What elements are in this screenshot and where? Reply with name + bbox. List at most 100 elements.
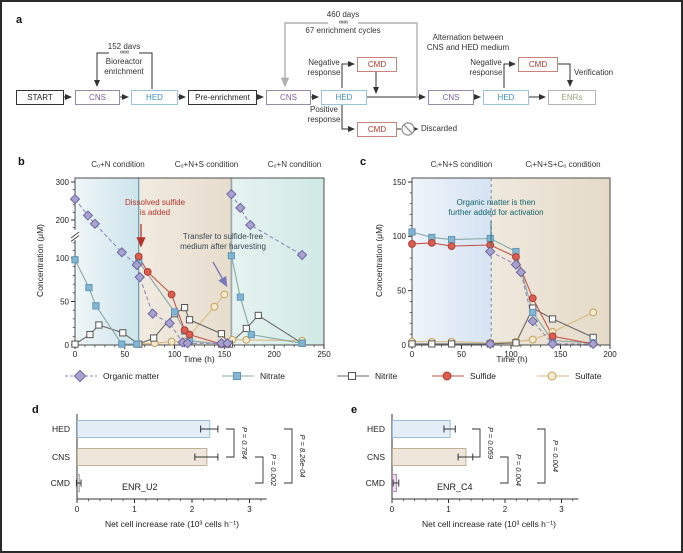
svg-text:150: 150 — [218, 350, 232, 359]
repeat-chevrons-icon: ««« — [109, 49, 139, 57]
legend-item-sulfide: Sulfide — [431, 370, 496, 382]
svg-text:0: 0 — [75, 505, 80, 514]
svg-text:50: 50 — [60, 297, 69, 306]
svg-text:ENR_U2: ENR_U2 — [122, 482, 158, 492]
bar-charts: 0 1 2 3 HED CNS CMD ENR_U2 P = 0.784 P = 0.002 P =… — [51, 414, 579, 514]
label-positive-line1: Positive — [309, 105, 338, 114]
annotation-organic-added: Organic matter is then further added for… — [426, 198, 566, 217]
annotation-transfer: Transfer to sulfide-free medium after ha… — [159, 232, 287, 251]
svg-text:50: 50 — [457, 350, 466, 359]
flow-box-pre-enrichment: Pre-enrichment — [188, 90, 257, 105]
transfer-arrow — [212, 261, 228, 288]
condition-label-b3: Cₒ+N condition — [267, 160, 322, 169]
legend-item-nitrite: Nitrite — [336, 370, 397, 382]
annotation-line: Dissolved sulfide — [124, 198, 186, 207]
annotation-sulfide-added: Dissolved sulfide is added — [106, 198, 204, 217]
svg-text:100: 100 — [56, 254, 70, 263]
condition-label-c2: Cᵢ+N+S+Cₒ condition — [525, 160, 601, 169]
svg-text:CMD: CMD — [51, 478, 70, 488]
sulfide-marker-icon — [432, 371, 464, 381]
svg-text:P = 0.004: P = 0.004 — [514, 454, 523, 486]
panel-label-b: b — [18, 156, 25, 168]
condition-label-b2: Cₒ+N+S condition — [174, 160, 239, 169]
annotation-line: Transfer to sulfide-free — [182, 232, 264, 241]
label-alternation-line1: Alternation between — [432, 33, 504, 42]
label-460-days: 460 days — [326, 10, 360, 19]
b-y-axis-title: Concentration (μM) — [35, 224, 45, 297]
c-x-axis-title: Time (h) — [496, 354, 528, 364]
legend-label: Nitrite — [375, 371, 398, 381]
label-negative-response-1: Negative response — [299, 58, 349, 78]
panel-label-a: a — [16, 14, 23, 26]
svg-text:200: 200 — [268, 350, 282, 359]
svg-text:0: 0 — [73, 350, 78, 359]
annotation-line: is added — [139, 207, 171, 217]
flow-box-cns-2: CNS — [266, 90, 311, 105]
svg-text:150: 150 — [393, 178, 407, 187]
annotation-line: medium after harvesting — [180, 241, 266, 251]
svg-text:P = 0.002: P = 0.002 — [269, 454, 278, 487]
nitrate-marker-icon — [222, 372, 254, 380]
legend-label: Sulfide — [470, 371, 496, 381]
legend-item-sulfate: Sulfate — [536, 370, 601, 382]
svg-text:P = 0.784: P = 0.784 — [240, 427, 249, 459]
nitrite-marker-icon — [337, 372, 369, 380]
label-152-days: 152 days — [107, 42, 141, 51]
svg-text:150: 150 — [554, 350, 568, 359]
svg-text:3: 3 — [559, 505, 564, 514]
svg-text:P = 8.26e-04: P = 8.26e-04 — [298, 435, 307, 478]
svg-text:100: 100 — [168, 350, 182, 359]
panel-label-e: e — [351, 404, 358, 416]
svg-text:HED: HED — [52, 424, 70, 434]
condition-label-c1: Cᵢ+N+S condition — [430, 160, 493, 169]
flow-box-cns-1: CNS — [75, 90, 120, 105]
legend-label: Organic matter — [103, 371, 160, 381]
label-negative-line2: response — [469, 68, 503, 77]
flow-box-enrs: ENRs — [548, 90, 596, 105]
label-verification: Verification — [574, 68, 614, 77]
line-charts: 0 50 100 150 200 0 50 100 150 0 50 100 150 200 250 0 50 1… — [56, 177, 617, 359]
svg-text:50: 50 — [120, 350, 129, 359]
condition-label-b1: Cₒ+N condition — [91, 160, 145, 169]
svg-text:250: 250 — [317, 350, 331, 359]
annotation-line: further added for activation — [448, 207, 544, 217]
legend-item-organic-matter: Organic matter — [64, 369, 160, 383]
label-negative-response-2: Negative response — [461, 58, 511, 78]
svg-text:0: 0 — [390, 505, 395, 514]
repeat-chevrons-icon: ««« — [328, 19, 358, 27]
panel-label-d: d — [32, 404, 39, 416]
svg-text:2: 2 — [190, 505, 195, 514]
svg-text:200: 200 — [603, 350, 617, 359]
label-negative-line1: Negative — [470, 58, 502, 67]
legend-label: Sulfate — [575, 371, 602, 381]
legend-item-nitrate: Nitrate — [221, 370, 285, 382]
flow-box-cmd-3: CMD — [518, 57, 558, 72]
label-bioreactor-enrichment: Bioreactor enrichment — [86, 57, 162, 77]
b-x-axis-title: Time (h) — [183, 354, 215, 364]
label-bioreactor-line2: enrichment — [104, 67, 144, 76]
flow-box-cmd-1: CMD — [357, 57, 397, 72]
label-bioreactor-line1: Bioreactor — [105, 57, 143, 66]
svg-text:100: 100 — [504, 350, 518, 359]
discard-icon — [401, 122, 415, 136]
svg-text:CMD: CMD — [366, 478, 385, 488]
label-negative-line2: response — [307, 68, 341, 77]
label-negative-line1: Negative — [308, 58, 340, 67]
organic-matter-marker-icon — [65, 369, 97, 383]
label-positive-line2: response — [307, 115, 341, 124]
svg-text:0: 0 — [410, 350, 415, 359]
sulfate-marker-icon — [537, 371, 569, 381]
svg-text:CNS: CNS — [52, 452, 70, 462]
legend-label: Nitrate — [260, 371, 286, 381]
panel-label-c: c — [360, 156, 367, 168]
svg-text:50: 50 — [397, 286, 406, 295]
svg-text:ENR_C4: ENR_C4 — [437, 482, 473, 492]
d-x-axis-title: Net cell increase rate (10³ cells h⁻¹) — [105, 519, 239, 529]
svg-text:P = 0.004: P = 0.004 — [551, 440, 560, 472]
flow-box-hed-1: HED — [131, 90, 178, 105]
c-y-axis-title: Concentration (μM) — [374, 224, 384, 297]
svg-text:0: 0 — [402, 341, 407, 350]
label-discarded: Discarded — [421, 124, 458, 133]
svg-text:CNS: CNS — [367, 452, 385, 462]
